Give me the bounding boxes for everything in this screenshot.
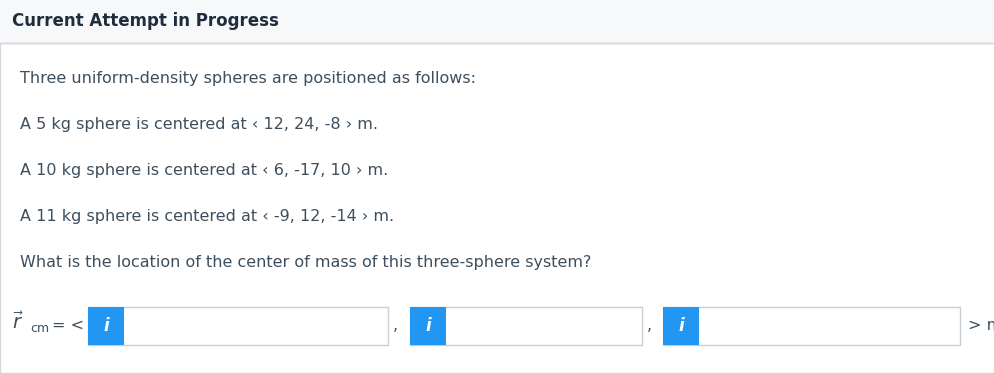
Bar (0, 0, 994, 43)
Text: What is the location of the center of mass of this three-sphere system?: What is the location of the center of ma… (20, 254, 590, 270)
Bar (87, 307, 124, 345)
Text: Current Attempt in Progress: Current Attempt in Progress (12, 12, 278, 31)
Text: Three uniform-density spheres are positioned as follows:: Three uniform-density spheres are positi… (20, 70, 475, 85)
Text: ,: , (393, 319, 398, 333)
Text: i: i (424, 317, 430, 335)
Text: ,: , (646, 319, 651, 333)
Text: cm: cm (30, 323, 49, 335)
Text: i: i (103, 317, 108, 335)
Bar (87, 307, 388, 345)
Text: $\vec{r}$: $\vec{r}$ (12, 311, 24, 333)
Bar (0, 43, 994, 373)
Text: i: i (678, 317, 683, 335)
Text: A 11 kg sphere is centered at ‹ -9, 12, -14 › m.: A 11 kg sphere is centered at ‹ -9, 12, … (20, 209, 394, 223)
Text: > m: > m (967, 319, 994, 333)
Bar (662, 307, 959, 345)
Bar (410, 307, 445, 345)
Text: A 5 kg sphere is centered at ‹ 12, 24, -8 › m.: A 5 kg sphere is centered at ‹ 12, 24, -… (20, 116, 378, 132)
Bar (410, 307, 641, 345)
Text: = <: = < (52, 319, 84, 333)
Text: A 10 kg sphere is centered at ‹ 6, -17, 10 › m.: A 10 kg sphere is centered at ‹ 6, -17, … (20, 163, 388, 178)
Bar (662, 307, 699, 345)
